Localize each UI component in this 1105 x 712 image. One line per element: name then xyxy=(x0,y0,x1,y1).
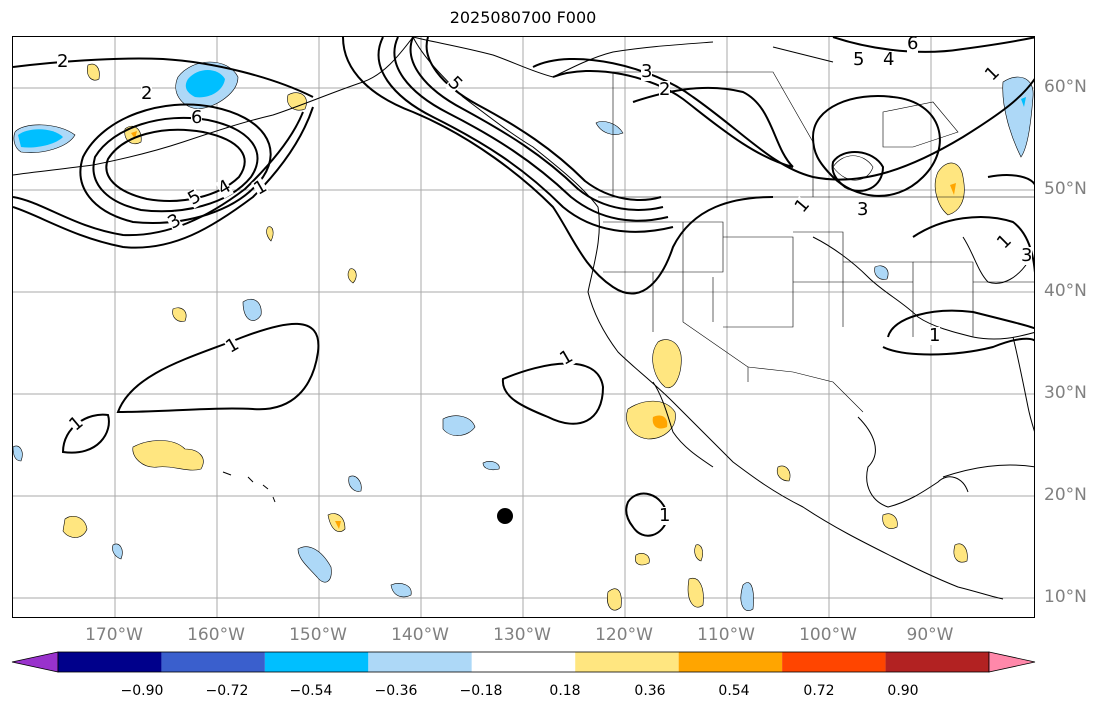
lon-label: 130°W xyxy=(493,625,551,645)
contours xyxy=(13,37,1034,537)
contour-label: 3 xyxy=(857,199,869,220)
lon-label: 90°W xyxy=(906,625,954,645)
colorbar-segment xyxy=(575,652,679,672)
contour-label: 2 xyxy=(141,83,153,104)
colorbar-segment xyxy=(264,652,369,672)
colorbar-segment xyxy=(161,652,265,672)
contour-label: 3 xyxy=(1021,245,1033,266)
colorbar-extend-low xyxy=(11,651,59,673)
map-title: 2025080700 F000 xyxy=(449,8,597,27)
lon-label: 110°W xyxy=(697,625,755,645)
colorbar-segment xyxy=(782,652,886,672)
colorbar-tick: −0.36 xyxy=(374,683,418,699)
colorbar-tick: −0.18 xyxy=(459,683,503,699)
contour-label: 2 xyxy=(57,51,69,72)
contour-label: 6 xyxy=(191,107,203,128)
lat-label: 60°N xyxy=(1044,77,1087,97)
colorbar-tick: 0.90 xyxy=(887,683,919,699)
colorbar-tick: 0.18 xyxy=(549,683,581,699)
coastlines xyxy=(13,37,1034,600)
map-svg xyxy=(13,37,1034,617)
colorbar-segment xyxy=(471,652,576,672)
lat-label: 40°N xyxy=(1044,281,1087,301)
contour-label: 2 xyxy=(659,79,671,100)
lat-label: 20°N xyxy=(1044,485,1087,505)
lon-label: 100°W xyxy=(799,625,857,645)
map-plot-area[interactable]: 2 2 6 5 4 3 1 5 1 1 1 1 3 2 6 5 4 1 1 3 … xyxy=(12,36,1035,618)
gridlines xyxy=(13,37,1034,617)
colorbar-tick: −0.54 xyxy=(289,683,333,699)
contour-label: 1 xyxy=(929,325,941,346)
colorbar-tick: −0.72 xyxy=(205,683,249,699)
colorbar-segment xyxy=(58,652,162,672)
colorbar-tick: 0.36 xyxy=(634,683,666,699)
lon-label: 140°W xyxy=(391,625,449,645)
lon-label: 150°W xyxy=(289,625,347,645)
point-marker[interactable] xyxy=(497,508,513,524)
borders xyxy=(598,71,1034,413)
contour-label: 4 xyxy=(883,49,895,70)
contour-label: 3 xyxy=(641,61,653,82)
lon-label: 170°W xyxy=(85,625,143,645)
colorbar-segment xyxy=(368,652,472,672)
contour-label: 6 xyxy=(907,36,919,54)
lat-label: 50°N xyxy=(1044,179,1087,199)
anomaly-fill xyxy=(13,61,1034,611)
colorbar-segment xyxy=(885,652,989,672)
colorbar-svg xyxy=(11,651,1036,673)
lat-label: 10°N xyxy=(1044,587,1087,607)
colorbar xyxy=(0,650,1105,680)
lat-label: 30°N xyxy=(1044,383,1087,403)
contour-label: 5 xyxy=(853,49,865,70)
colorbar-tick: 0.72 xyxy=(803,683,835,699)
colorbar-tick: −0.90 xyxy=(120,683,164,699)
colorbar-extend-high xyxy=(988,651,1036,673)
lon-label: 160°W xyxy=(187,625,245,645)
colorbar-tick: 0.54 xyxy=(718,683,750,699)
colorbar-segment xyxy=(678,652,783,672)
contour-label: 1 xyxy=(659,505,671,526)
lon-label: 120°W xyxy=(595,625,653,645)
